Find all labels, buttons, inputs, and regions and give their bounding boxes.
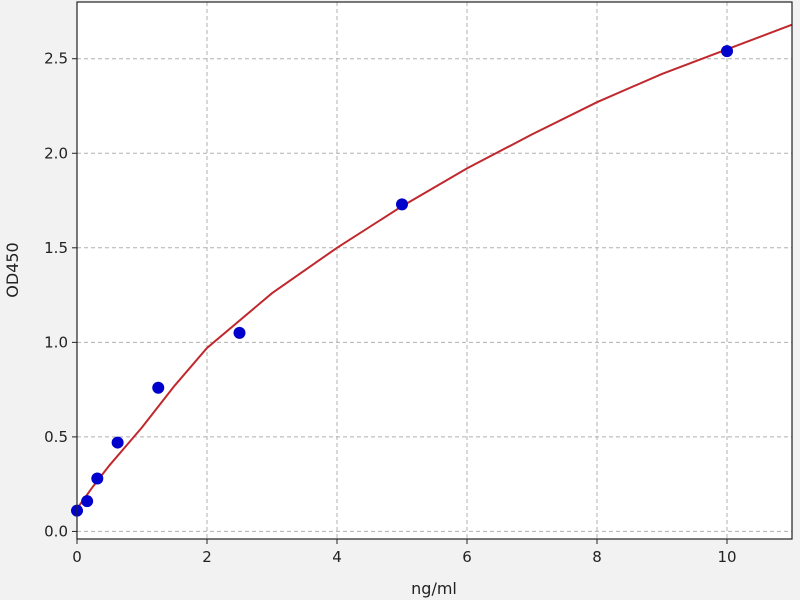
y-tick-label: 2.0 [44, 144, 68, 162]
plot-frame [76, 1, 793, 540]
y-tick-label: 0.5 [44, 428, 68, 446]
y-tick-label: 2.5 [44, 50, 68, 68]
x-tick-label: 4 [332, 548, 342, 566]
grid [76, 2, 792, 539]
x-tick-label: 10 [717, 548, 736, 566]
data-point [721, 45, 733, 58]
y-tick-label: 1.5 [44, 239, 68, 257]
x-tick-label: 0 [72, 548, 82, 566]
plot-background [77, 2, 792, 539]
x-tick-label: 2 [202, 548, 212, 566]
data-point [396, 198, 408, 211]
data-point [91, 472, 104, 485]
ticks: 0 2 4 6 8 10 0.0 0.5 1.0 1.5 2.0 2.5 [44, 50, 736, 566]
x-tick-label: 6 [462, 548, 472, 566]
data-point [233, 326, 246, 339]
y-axis-label: OD450 [3, 242, 22, 297]
x-tick-label: 8 [592, 548, 602, 566]
y-tick-label: 0.0 [44, 522, 68, 540]
data-point [111, 436, 124, 449]
x-axis-label: ng/ml [411, 579, 457, 598]
y-tick-label: 1.0 [44, 333, 68, 351]
data-points [71, 45, 733, 517]
fit-curve [76, 23, 793, 510]
data-point [81, 495, 94, 508]
data-point [152, 381, 165, 394]
